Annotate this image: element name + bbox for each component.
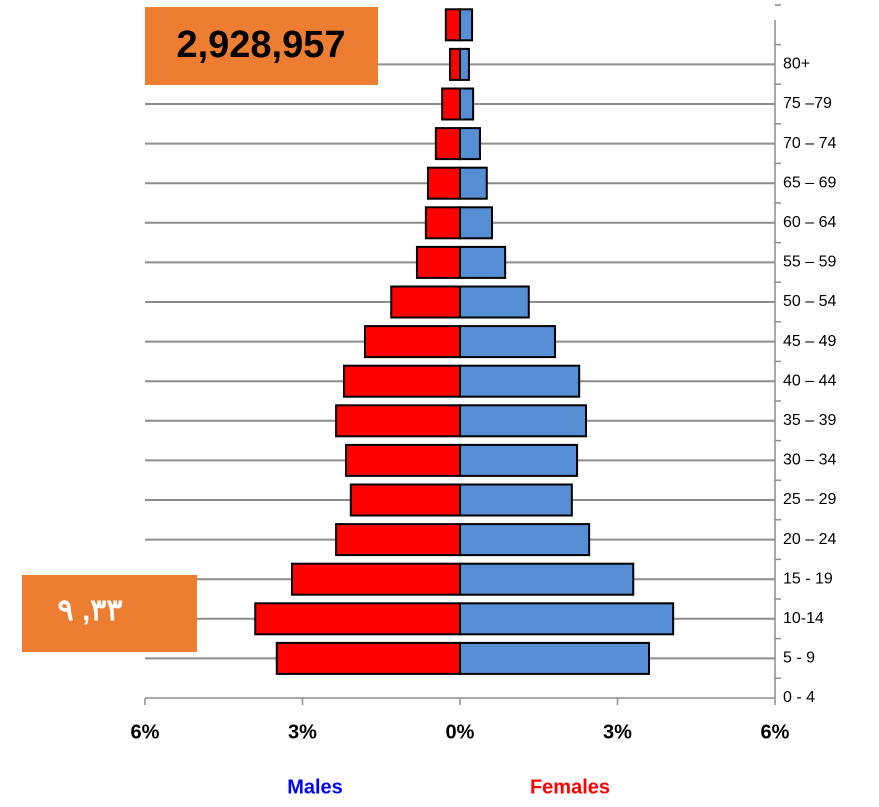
y-tick-label: 10-14 <box>783 610 824 627</box>
annotation-box <box>22 575 197 652</box>
annotation-box <box>145 7 378 85</box>
y-tick-label: 20 – 24 <box>783 531 836 548</box>
bar <box>390 285 462 319</box>
bar <box>459 483 573 517</box>
legend-label: Females <box>530 776 610 798</box>
annotation: ٣٣, ٩ <box>57 594 122 627</box>
bar <box>426 166 462 200</box>
bar <box>335 404 462 438</box>
y-tick-label: 50 – 54 <box>783 293 836 310</box>
bar <box>459 364 581 398</box>
bar <box>449 47 461 81</box>
bar <box>345 443 462 477</box>
bar <box>459 443 579 477</box>
y-tick-label: 45 – 49 <box>783 333 836 350</box>
bar <box>444 8 462 42</box>
bar <box>459 523 591 557</box>
bar <box>459 87 475 121</box>
y-tick-label: 40 – 44 <box>783 372 836 389</box>
bar <box>459 166 488 200</box>
bar <box>363 325 462 359</box>
y-tick-label: 65 – 69 <box>783 174 836 191</box>
y-tick-label: 25 – 29 <box>783 491 836 508</box>
y-tick-label: 80+ <box>783 56 810 73</box>
y-tick-label: 0 - 4 <box>783 689 815 706</box>
x-tick-label: 3% <box>603 721 632 743</box>
bar <box>459 562 635 596</box>
x-tick-label: 6% <box>761 721 790 743</box>
legend-label: Males <box>287 776 343 798</box>
bar <box>459 206 494 240</box>
bar <box>254 602 461 636</box>
bar <box>459 641 650 675</box>
bar <box>459 285 530 319</box>
y-tick-label: 70 – 74 <box>783 135 836 152</box>
annotation: 2,928,957 <box>176 24 345 66</box>
bar <box>349 483 461 517</box>
bar <box>434 127 462 161</box>
y-tick-label: 30 – 34 <box>783 452 836 469</box>
x-tick-label: 3% <box>288 721 317 743</box>
bar <box>459 127 481 161</box>
bar <box>459 404 587 438</box>
y-tick-label: 35 – 39 <box>783 412 836 429</box>
bar <box>459 602 675 636</box>
y-tick-label: 75 –79 <box>783 95 832 112</box>
bar <box>291 562 461 596</box>
bar <box>424 206 461 240</box>
bar <box>275 641 461 675</box>
bar <box>342 364 462 398</box>
bar <box>459 245 507 279</box>
y-tick-label: 55 – 59 <box>783 254 836 271</box>
y-tick-label: 60 – 64 <box>783 214 836 231</box>
bar <box>459 8 474 42</box>
y-tick-label: 5 - 9 <box>783 650 815 667</box>
y-tick-label: 15 - 19 <box>783 570 833 587</box>
bar <box>335 523 462 557</box>
bar <box>441 87 461 121</box>
bar <box>459 47 470 81</box>
bar <box>415 245 462 279</box>
x-tick-label: 6% <box>131 721 160 743</box>
bar <box>459 325 557 359</box>
x-tick-label: 0% <box>446 721 475 743</box>
